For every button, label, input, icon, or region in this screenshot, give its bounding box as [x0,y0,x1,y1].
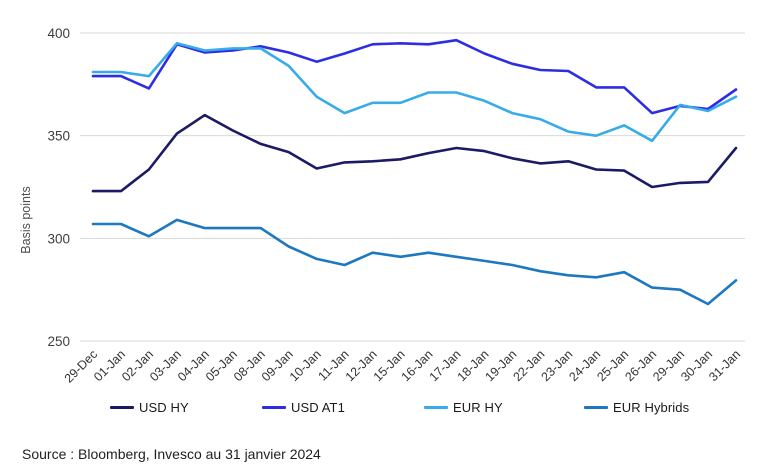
y-tick-label-350: 350 [47,129,70,144]
legend-label-usd-at1: USD AT1 [291,399,345,415]
usd-hy-line-swatch [110,405,134,409]
legend-label-usd-hy: USD HY [139,399,189,415]
source-text: Source : Bloomberg, Invesco au 31 janvie… [22,446,321,462]
eur-hybrids-line-swatch [584,405,608,409]
usd-at1-line-swatch [262,405,286,409]
y-tick-label-250: 250 [47,334,70,349]
legend-item-eur-hy: EUR HY [424,398,503,416]
chart-legend: USD HY USD AT1 EUR HY EUR Hybrids [0,398,758,416]
series-line-eur-hy [91,41,738,143]
basis-points-line-chart: 250 300 350 400 Basis points 29-Dec 01-Jan 02-J… [19,26,745,386]
legend-item-eur-hybrids: EUR Hybrids [584,398,689,416]
y-axis-label: Basis points [19,186,33,253]
eur-hy-line-swatch [424,405,448,409]
x-tick-label-10-Jan: 10-Jan [287,347,324,384]
legend-label-eur-hybrids: EUR Hybrids [613,399,690,415]
y-tick-label-300: 300 [47,231,70,246]
series-line-usd-hy [91,113,738,193]
legend-item-usd-hy: USD HY [110,398,189,416]
series-line-usd-at1 [91,38,738,115]
x-tick-label-29-Dec: 29-Dec [62,347,100,385]
legend-label-eur-hy: EUR HY [453,399,503,415]
series-line-eur-hybrids [91,218,738,306]
x-tick-label-31-Jan: 31-Jan [706,347,743,384]
legend-item-usd-at1: USD AT1 [262,398,345,416]
y-tick-label-400: 400 [47,26,70,41]
